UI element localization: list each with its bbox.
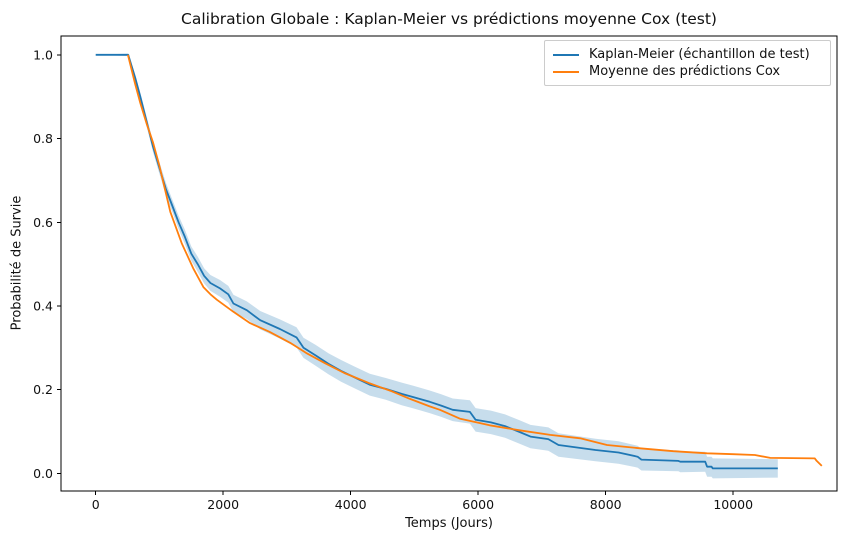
y-axis-label: Probabilité de Survie — [9, 195, 25, 331]
x-tick-label: 6000 — [462, 497, 494, 512]
x-tick-label: 2000 — [207, 497, 239, 512]
kaplan-meier-line-swatch-icon — [553, 53, 579, 56]
cox-line-swatch-icon — [553, 70, 579, 73]
axes-frame — [60, 35, 838, 492]
y-tick-label: 0.0 — [33, 466, 53, 481]
legend-label-kaplan-meier: Kaplan-Meier (échantillon de test) — [589, 47, 810, 62]
legend-label-cox: Moyenne des prédictions Cox — [589, 64, 781, 79]
x-tick-label: 0 — [92, 497, 100, 512]
confidence-band — [95, 53, 778, 479]
legend-entry-kaplan-meier: Kaplan-Meier (échantillon de test) — [553, 46, 822, 63]
x-tick-label: 4000 — [335, 497, 367, 512]
y-tick-label: 0.4 — [33, 298, 53, 313]
x-axis-label: Temps (Jours) — [405, 516, 493, 531]
y-tick-label: 1.0 — [33, 47, 53, 62]
legend-entry-cox: Moyenne des prédictions Cox — [553, 63, 822, 80]
chart-title: Calibration Globale : Kaplan-Meier vs pr… — [181, 10, 717, 28]
y-tick-label: 0.2 — [33, 382, 53, 397]
x-tick-label: 10000 — [713, 497, 753, 512]
x-tick-label: 8000 — [590, 497, 622, 512]
y-tick-label: 0.8 — [33, 131, 53, 146]
legend-box: Kaplan-Meier (échantillon de test) Moyen… — [544, 40, 831, 86]
cox-prediction-curve — [127, 54, 823, 467]
y-tick-label: 0.6 — [33, 215, 53, 230]
